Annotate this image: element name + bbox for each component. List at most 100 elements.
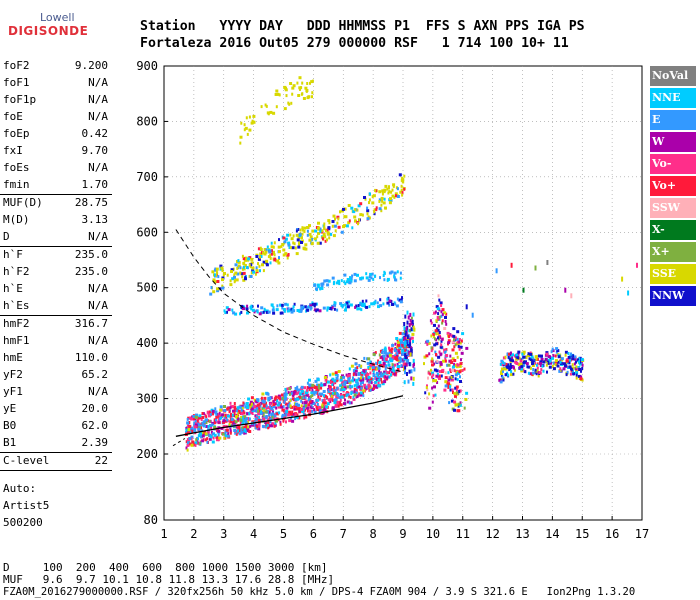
- echo-mark: [208, 437, 212, 441]
- echo-mark: [354, 369, 358, 373]
- echo-mark: [264, 103, 267, 107]
- echo-mark: [242, 307, 245, 311]
- echo-mark: [211, 409, 215, 413]
- echo-mark: [412, 340, 414, 343]
- logo-digisonde: DIGISONDE: [8, 24, 89, 38]
- echo-mark: [211, 440, 215, 444]
- echo-mark: [296, 238, 300, 242]
- echo-mark: [521, 363, 524, 367]
- echo-mark: [305, 406, 309, 410]
- echo-mark: [356, 366, 359, 370]
- echo-mark: [288, 402, 291, 406]
- echo-mark: [557, 355, 561, 359]
- echo-mark: [221, 284, 224, 288]
- echo-mark: [401, 352, 404, 356]
- echo-mark: [447, 385, 450, 389]
- echo-mark: [517, 362, 521, 366]
- echo-mark: [329, 397, 333, 401]
- polarization-legend: NoVal NNE E W Vo- Vo+ SSW X- X+ SSE NNW: [650, 66, 696, 308]
- echo-mark: [431, 375, 433, 379]
- echo-mark: [280, 303, 284, 307]
- echo-mark: [230, 417, 234, 421]
- echo-mark: [508, 368, 512, 372]
- echo-mark: [578, 357, 581, 361]
- echo-mark: [383, 359, 386, 362]
- echo-mark: [317, 395, 320, 399]
- echo-mark: [302, 406, 305, 410]
- echo-mark: [459, 375, 461, 379]
- echo-mark: [507, 352, 510, 356]
- echo-mark: [227, 308, 231, 312]
- echo-mark: [444, 371, 447, 375]
- echo-mark: [354, 367, 358, 370]
- echo-mark: [362, 389, 366, 393]
- echo-mark: [222, 419, 226, 423]
- echo-mark: [333, 399, 336, 402]
- echo-mark: [386, 297, 389, 301]
- echo-mark: [559, 367, 562, 371]
- echo-mark: [455, 403, 459, 407]
- echo-mark: [390, 373, 392, 377]
- echo-mark: [211, 423, 214, 427]
- echo-mark: [355, 383, 359, 387]
- echo-mark: [441, 319, 444, 323]
- echo-mark: [454, 377, 457, 381]
- echo-mark: [580, 358, 584, 362]
- echo-mark: [215, 267, 219, 271]
- autoscale-info-line: Artist5: [3, 499, 50, 512]
- echo-mark: [382, 274, 385, 277]
- param-name: foEs: [3, 161, 30, 174]
- echo-mark: [241, 407, 244, 410]
- echo-mark: [303, 229, 306, 233]
- echo-mark: [383, 197, 386, 201]
- echo-mark: [534, 361, 536, 365]
- echo-mark: [434, 393, 437, 397]
- echo-mark: [250, 271, 253, 275]
- echo-mark: [242, 411, 246, 415]
- echo-mark: [319, 386, 323, 390]
- echo-mark: [306, 306, 309, 310]
- echo-mark: [364, 304, 366, 308]
- echo-mark: [406, 372, 408, 376]
- echo-mark: [207, 425, 210, 428]
- echo-mark: [211, 270, 215, 274]
- echo-mark: [308, 224, 311, 228]
- echo-mark: [355, 304, 358, 308]
- echo-mark: [261, 392, 265, 396]
- echo-mark: [371, 377, 374, 381]
- echo-mark: [503, 367, 507, 371]
- echo-mark: [383, 357, 386, 360]
- x-tick-label: 7: [340, 527, 347, 541]
- echo-mark: [372, 194, 376, 198]
- echo-mark: [358, 364, 361, 367]
- echo-mark: [547, 361, 550, 365]
- echo-mark: [502, 356, 506, 360]
- echo-mark: [271, 249, 273, 253]
- echo-mark: [359, 391, 363, 395]
- echo-mark: [198, 442, 201, 446]
- echo-mark: [237, 260, 241, 264]
- echo-mark: [369, 377, 373, 381]
- x-tick-label: 16: [605, 527, 619, 541]
- echo-mark: [379, 304, 383, 308]
- echo-mark: [377, 378, 381, 382]
- echo-mark: [209, 424, 213, 427]
- echo-mark: [383, 190, 386, 194]
- echo-mark: [309, 405, 312, 409]
- echo-mark: [212, 290, 216, 294]
- echo-mark: [380, 380, 383, 384]
- echo-mark: [343, 382, 347, 386]
- echo-mark: [239, 271, 242, 275]
- echo-mark: [221, 276, 225, 280]
- echo-mark: [322, 399, 326, 403]
- echo-mark: [351, 274, 354, 278]
- echo-mark: [200, 426, 203, 430]
- echo-mark: [202, 412, 205, 416]
- echo-mark: [451, 388, 454, 392]
- echo-mark: [294, 246, 297, 250]
- legend-item-nne: NNE: [650, 88, 696, 108]
- echo-mark: [335, 395, 338, 398]
- echo-mark: [568, 365, 572, 369]
- echo-mark: [236, 260, 238, 263]
- echo-mark: [242, 278, 246, 282]
